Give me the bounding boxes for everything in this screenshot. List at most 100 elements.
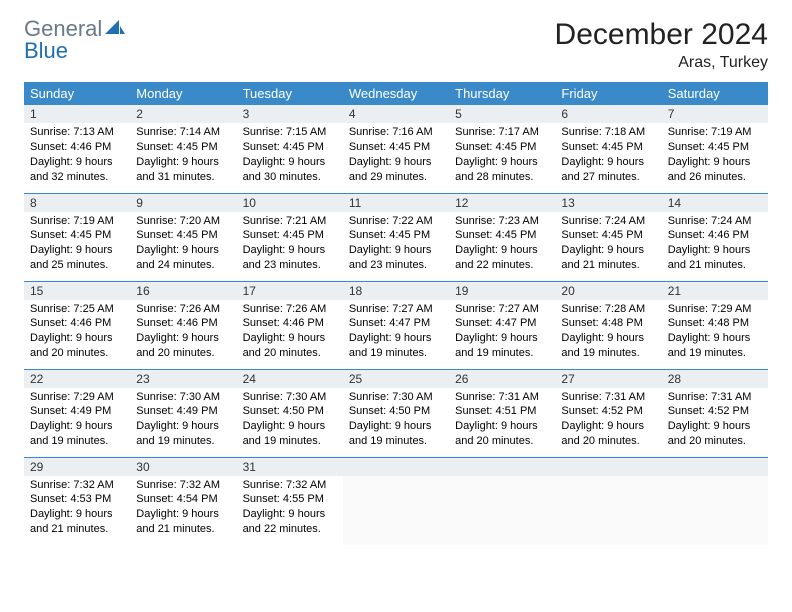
day-details: Sunrise: 7:32 AMSunset: 4:53 PMDaylight:… <box>24 476 130 541</box>
day-number: 30 <box>130 458 236 476</box>
calendar-week-row: 8Sunrise: 7:19 AMSunset: 4:45 PMDaylight… <box>24 193 768 281</box>
weekday-header: Saturday <box>662 82 768 105</box>
calendar-day-cell: 9Sunrise: 7:20 AMSunset: 4:45 PMDaylight… <box>130 193 236 281</box>
page-header: GeneralBlue December 2024 Aras, Turkey <box>24 18 768 72</box>
day-details: Sunrise: 7:24 AMSunset: 4:46 PMDaylight:… <box>662 212 768 277</box>
day-details: Sunrise: 7:28 AMSunset: 4:48 PMDaylight:… <box>555 300 661 365</box>
day-number: 22 <box>24 370 130 388</box>
weekday-header: Tuesday <box>237 82 343 105</box>
day-details: Sunrise: 7:20 AMSunset: 4:45 PMDaylight:… <box>130 212 236 277</box>
calendar-day-cell: 20Sunrise: 7:28 AMSunset: 4:48 PMDayligh… <box>555 281 661 369</box>
calendar-day-cell: 29Sunrise: 7:32 AMSunset: 4:53 PMDayligh… <box>24 457 130 545</box>
calendar-day-cell: 31Sunrise: 7:32 AMSunset: 4:55 PMDayligh… <box>237 457 343 545</box>
day-number: 3 <box>237 105 343 123</box>
day-details: Sunrise: 7:32 AMSunset: 4:54 PMDaylight:… <box>130 476 236 541</box>
day-number: 8 <box>24 194 130 212</box>
weekday-header: Wednesday <box>343 82 449 105</box>
calendar-empty-cell <box>449 457 555 545</box>
day-details: Sunrise: 7:30 AMSunset: 4:50 PMDaylight:… <box>237 388 343 453</box>
day-details: Sunrise: 7:14 AMSunset: 4:45 PMDaylight:… <box>130 123 236 188</box>
day-number: 27 <box>555 370 661 388</box>
day-details: Sunrise: 7:30 AMSunset: 4:49 PMDaylight:… <box>130 388 236 453</box>
day-number: 31 <box>237 458 343 476</box>
day-number: 29 <box>24 458 130 476</box>
weekday-header: Thursday <box>449 82 555 105</box>
calendar-day-cell: 14Sunrise: 7:24 AMSunset: 4:46 PMDayligh… <box>662 193 768 281</box>
calendar-day-cell: 6Sunrise: 7:18 AMSunset: 4:45 PMDaylight… <box>555 105 661 193</box>
calendar-day-cell: 23Sunrise: 7:30 AMSunset: 4:49 PMDayligh… <box>130 369 236 457</box>
calendar-week-row: 22Sunrise: 7:29 AMSunset: 4:49 PMDayligh… <box>24 369 768 457</box>
calendar-day-cell: 15Sunrise: 7:25 AMSunset: 4:46 PMDayligh… <box>24 281 130 369</box>
calendar-empty-cell <box>662 457 768 545</box>
calendar-day-cell: 16Sunrise: 7:26 AMSunset: 4:46 PMDayligh… <box>130 281 236 369</box>
day-number: 9 <box>130 194 236 212</box>
logo-text-blue: Blue <box>24 38 68 63</box>
day-details: Sunrise: 7:24 AMSunset: 4:45 PMDaylight:… <box>555 212 661 277</box>
sail-icon <box>105 18 125 40</box>
day-number: 4 <box>343 105 449 123</box>
day-number: 5 <box>449 105 555 123</box>
day-details: Sunrise: 7:16 AMSunset: 4:45 PMDaylight:… <box>343 123 449 188</box>
logo: GeneralBlue <box>24 18 125 62</box>
calendar-day-cell: 13Sunrise: 7:24 AMSunset: 4:45 PMDayligh… <box>555 193 661 281</box>
day-number: 25 <box>343 370 449 388</box>
day-details: Sunrise: 7:26 AMSunset: 4:46 PMDaylight:… <box>237 300 343 365</box>
calendar-day-cell: 12Sunrise: 7:23 AMSunset: 4:45 PMDayligh… <box>449 193 555 281</box>
day-details: Sunrise: 7:30 AMSunset: 4:50 PMDaylight:… <box>343 388 449 453</box>
calendar-day-cell: 11Sunrise: 7:22 AMSunset: 4:45 PMDayligh… <box>343 193 449 281</box>
calendar-empty-cell <box>343 457 449 545</box>
day-details: Sunrise: 7:26 AMSunset: 4:46 PMDaylight:… <box>130 300 236 365</box>
day-details: Sunrise: 7:31 AMSunset: 4:52 PMDaylight:… <box>555 388 661 453</box>
title-block: December 2024 Aras, Turkey <box>555 18 768 72</box>
day-number: 19 <box>449 282 555 300</box>
day-details: Sunrise: 7:22 AMSunset: 4:45 PMDaylight:… <box>343 212 449 277</box>
day-details: Sunrise: 7:19 AMSunset: 4:45 PMDaylight:… <box>662 123 768 188</box>
day-number-bar <box>662 458 768 476</box>
month-title: December 2024 <box>555 18 768 52</box>
weekday-header-row: SundayMondayTuesdayWednesdayThursdayFrid… <box>24 82 768 105</box>
day-number-bar <box>449 458 555 476</box>
weekday-header: Friday <box>555 82 661 105</box>
day-details: Sunrise: 7:29 AMSunset: 4:48 PMDaylight:… <box>662 300 768 365</box>
day-number: 12 <box>449 194 555 212</box>
calendar-day-cell: 27Sunrise: 7:31 AMSunset: 4:52 PMDayligh… <box>555 369 661 457</box>
day-details: Sunrise: 7:13 AMSunset: 4:46 PMDaylight:… <box>24 123 130 188</box>
day-details: Sunrise: 7:31 AMSunset: 4:51 PMDaylight:… <box>449 388 555 453</box>
calendar-day-cell: 1Sunrise: 7:13 AMSunset: 4:46 PMDaylight… <box>24 105 130 193</box>
day-details: Sunrise: 7:17 AMSunset: 4:45 PMDaylight:… <box>449 123 555 188</box>
day-number: 17 <box>237 282 343 300</box>
calendar-day-cell: 26Sunrise: 7:31 AMSunset: 4:51 PMDayligh… <box>449 369 555 457</box>
calendar-day-cell: 5Sunrise: 7:17 AMSunset: 4:45 PMDaylight… <box>449 105 555 193</box>
day-number: 1 <box>24 105 130 123</box>
day-number: 23 <box>130 370 236 388</box>
day-number: 24 <box>237 370 343 388</box>
day-number: 26 <box>449 370 555 388</box>
calendar-day-cell: 21Sunrise: 7:29 AMSunset: 4:48 PMDayligh… <box>662 281 768 369</box>
day-details: Sunrise: 7:31 AMSunset: 4:52 PMDaylight:… <box>662 388 768 453</box>
calendar-day-cell: 30Sunrise: 7:32 AMSunset: 4:54 PMDayligh… <box>130 457 236 545</box>
day-number: 28 <box>662 370 768 388</box>
calendar-day-cell: 28Sunrise: 7:31 AMSunset: 4:52 PMDayligh… <box>662 369 768 457</box>
day-number: 21 <box>662 282 768 300</box>
calendar-day-cell: 7Sunrise: 7:19 AMSunset: 4:45 PMDaylight… <box>662 105 768 193</box>
day-details: Sunrise: 7:29 AMSunset: 4:49 PMDaylight:… <box>24 388 130 453</box>
day-details: Sunrise: 7:27 AMSunset: 4:47 PMDaylight:… <box>449 300 555 365</box>
day-number: 15 <box>24 282 130 300</box>
calendar-day-cell: 25Sunrise: 7:30 AMSunset: 4:50 PMDayligh… <box>343 369 449 457</box>
day-number: 10 <box>237 194 343 212</box>
day-number: 2 <box>130 105 236 123</box>
day-number: 13 <box>555 194 661 212</box>
calendar-week-row: 15Sunrise: 7:25 AMSunset: 4:46 PMDayligh… <box>24 281 768 369</box>
day-number: 16 <box>130 282 236 300</box>
calendar-empty-cell <box>555 457 661 545</box>
day-details: Sunrise: 7:19 AMSunset: 4:45 PMDaylight:… <box>24 212 130 277</box>
day-details: Sunrise: 7:18 AMSunset: 4:45 PMDaylight:… <box>555 123 661 188</box>
weekday-header: Sunday <box>24 82 130 105</box>
location-text: Aras, Turkey <box>555 54 768 72</box>
day-number-bar <box>555 458 661 476</box>
day-number: 11 <box>343 194 449 212</box>
day-details: Sunrise: 7:15 AMSunset: 4:45 PMDaylight:… <box>237 123 343 188</box>
day-details: Sunrise: 7:23 AMSunset: 4:45 PMDaylight:… <box>449 212 555 277</box>
calendar-table: SundayMondayTuesdayWednesdayThursdayFrid… <box>24 82 768 545</box>
day-number: 14 <box>662 194 768 212</box>
